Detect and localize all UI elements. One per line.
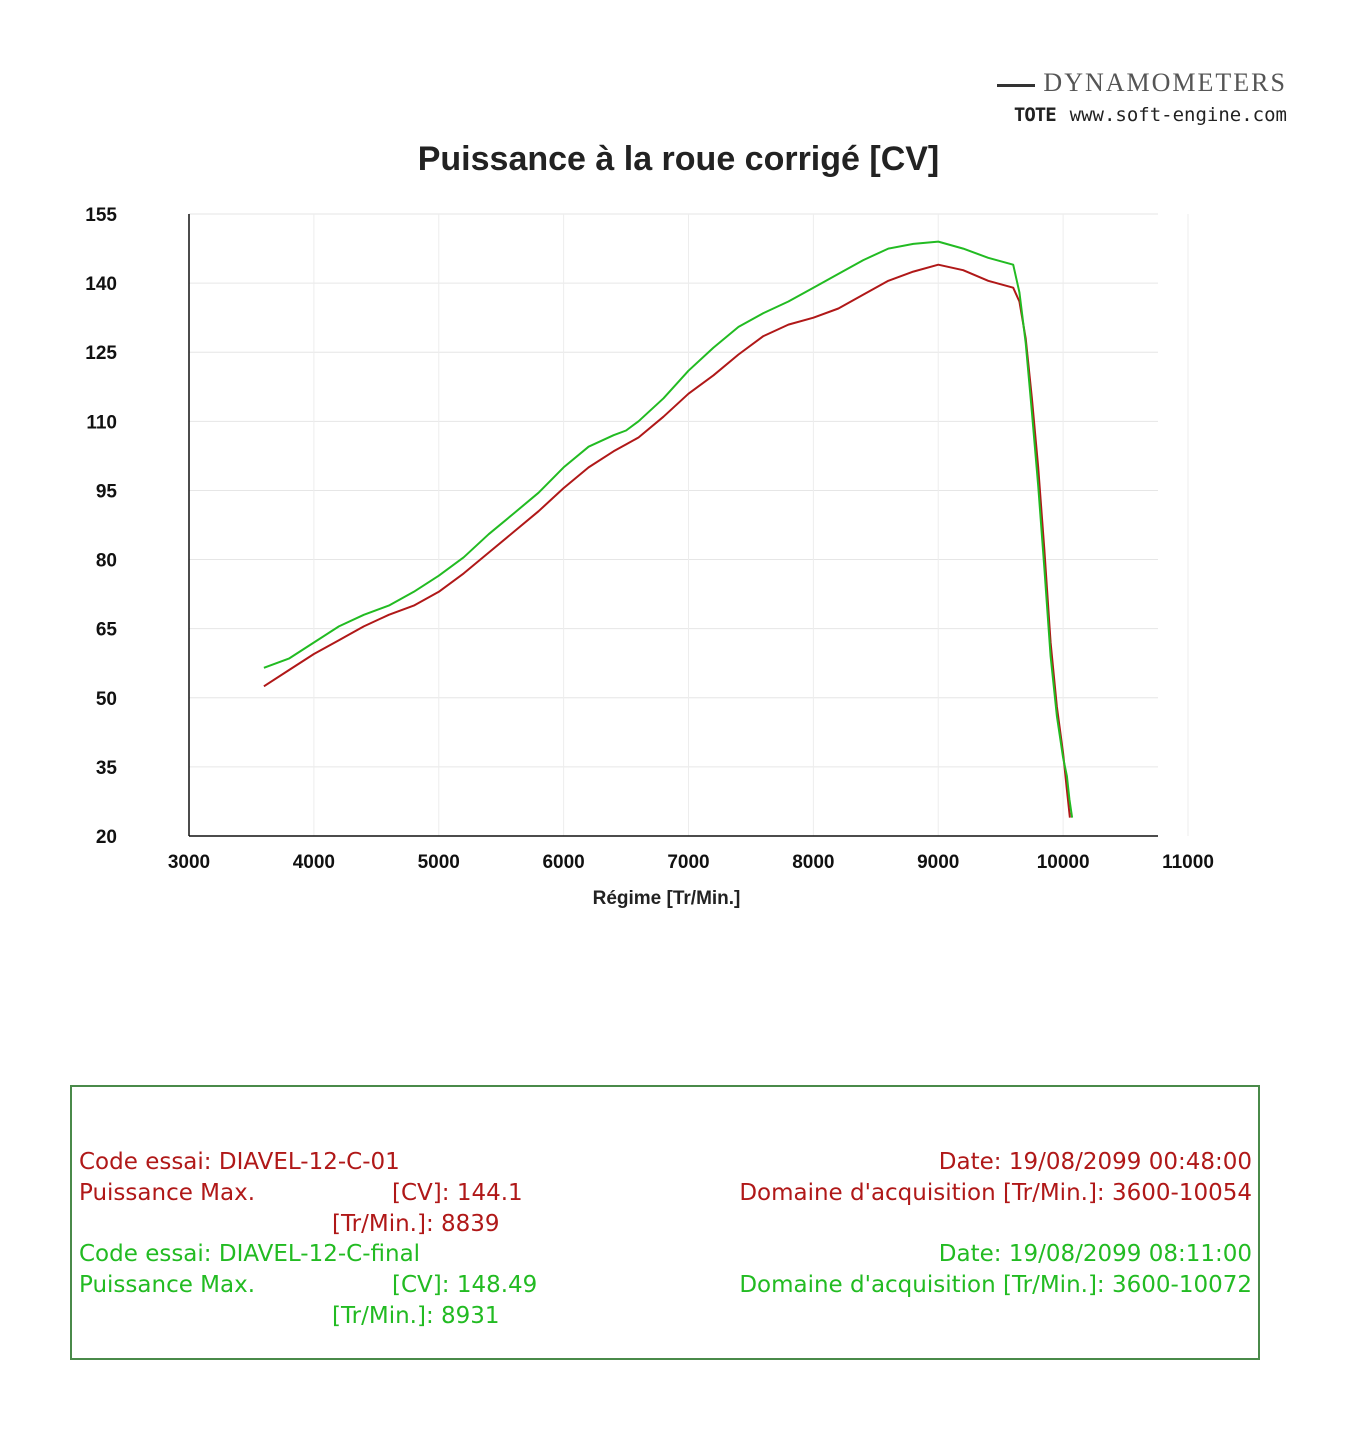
run-2-row-power: Puissance Max. [CV]: 148.49 Domaine d'ac… [72,1272,1258,1303]
x-axis-label: Régime [Tr/Min.] [593,888,741,909]
x-tick-label: 7000 [667,852,709,873]
run-2-cv-value: 148.49 [456,1272,538,1298]
run-1-date: Date: 19/08/2099 00:48:00 [939,1149,1252,1175]
x-tick-label: 4000 [293,852,335,873]
axes [188,214,1158,837]
run-2-domaine: Domaine d'acquisition [Tr/Min.]: 3600-10… [739,1272,1252,1298]
run-2-row-code: Code essai: DIAVEL-12-C-final Date: 19/0… [72,1241,1258,1272]
run-1-rpm-label: [Tr/Min.]: [332,1211,434,1237]
y-tick-label: 65 [96,620,118,641]
x-tick-label: 10000 [1037,852,1090,873]
tick-labels: 155 140 125 110 95 80 65 50 35 20 3000 4000 5000 6000… [85,205,1214,873]
run-2-domaine-value: 3600-10072 [1112,1272,1252,1298]
run-1-date-label: Date: [938,1149,1002,1175]
run-2-code-value: DIAVEL-12-C-final [218,1241,421,1267]
y-tick-label: 95 [96,481,118,502]
x-tick-label: 5000 [418,852,460,873]
y-tick-label: 80 [96,551,117,572]
x-tick-label: 3000 [168,852,210,873]
x-tick-label: 9000 [917,852,959,873]
y-tick-label: 125 [85,343,117,364]
run-1-date-value: 19/08/2099 00:48:00 [1008,1149,1252,1175]
run-1-domaine-label: Domaine d'acquisition [Tr/Min.]: [739,1180,1105,1206]
run-2-cv-label: [CV]: [392,1272,450,1298]
run-1-domaine: Domaine d'acquisition [Tr/Min.]: 3600-10… [739,1180,1252,1206]
y-tick-label: 155 [85,205,117,226]
run-info-2: Code essai: DIAVEL-12-C-final Date: 19/0… [72,1241,1258,1334]
brand-url: www.soft-engine.com [1069,104,1287,126]
run-2-domaine-label: Domaine d'acquisition [Tr/Min.]: [739,1272,1105,1298]
run-2-rpm-label: [Tr/Min.]: [332,1303,434,1329]
run-1-code-value: DIAVEL-12-C-01 [218,1149,400,1175]
run-2-code: Code essai: DIAVEL-12-C-final [79,1241,420,1267]
run-1-row-code: Code essai: DIAVEL-12-C-01 Date: 19/08/2… [72,1149,1258,1180]
brand-bar-icon [997,83,1036,87]
test-info-box: Code essai: DIAVEL-12-C-01 Date: 19/08/2… [70,1085,1260,1360]
run-2-power-label: Puissance Max. [79,1272,256,1298]
x-tick-label: 6000 [542,852,584,873]
run-1-cv-value: 144.1 [456,1180,523,1206]
brand-url-row: TOTE www.soft-engine.com [997,104,1287,126]
series-line-1 [263,263,1071,818]
power-chart: 155 140 125 110 95 80 65 50 35 20 3000 4000 5000 6000… [85,205,1214,909]
x-tick-label: 8000 [792,852,834,873]
brand-header: DYNAMOMETERS TOTE www.soft-engine.com [997,68,1287,126]
run-2-rpm: [Tr/Min.]: 8931 [332,1303,500,1329]
run-2-date: Date: 19/08/2099 08:11:00 [939,1241,1252,1267]
series-line-2 [263,240,1074,818]
run-2-date-value: 19/08/2099 08:11:00 [1008,1241,1252,1267]
y-tick-label: 50 [96,689,117,710]
grid [189,213,1189,837]
series [263,240,1074,818]
run-1-cv: [CV]: 144.1 [392,1180,523,1206]
run-2-cv: [CV]: 148.49 [392,1272,537,1298]
run-1-power-label: Puissance Max. [79,1180,256,1206]
y-tick-label: 110 [86,412,117,433]
chart-title: Puissance à la roue corrigé [CV] [417,140,940,178]
run-1-row-rpm: [Tr/Min.]: 8839 [72,1211,1258,1242]
run-2-date-label: Date: [938,1241,1002,1267]
run-2-code-label: Code essai: [79,1241,212,1267]
run-2-row-rpm: [Tr/Min.]: 8931 [72,1303,1258,1334]
y-tick-label: 140 [85,274,117,295]
run-info-1: Code essai: DIAVEL-12-C-01 Date: 19/08/2… [72,1149,1258,1242]
run-1-rpm: [Tr/Min.]: 8839 [332,1211,500,1237]
run-2-rpm-value: 8931 [441,1303,500,1329]
run-1-rpm-value: 8839 [441,1211,500,1237]
run-1-code-label: Code essai: [79,1149,212,1175]
brand-name-row: DYNAMOMETERS [997,68,1287,98]
run-1-row-power: Puissance Max. [CV]: 144.1 Domaine d'acq… [72,1180,1258,1211]
brand-name: DYNAMOMETERS [1043,68,1287,97]
y-tick-label: 35 [96,758,118,779]
y-tick-label: 20 [96,827,117,848]
run-1-cv-label: [CV]: [392,1180,450,1206]
x-tick-label: 11000 [1162,852,1214,873]
brand-logo: TOTE [1013,104,1057,126]
run-1-code: Code essai: DIAVEL-12-C-01 [79,1149,400,1175]
run-1-domaine-value: 3600-10054 [1112,1180,1252,1206]
